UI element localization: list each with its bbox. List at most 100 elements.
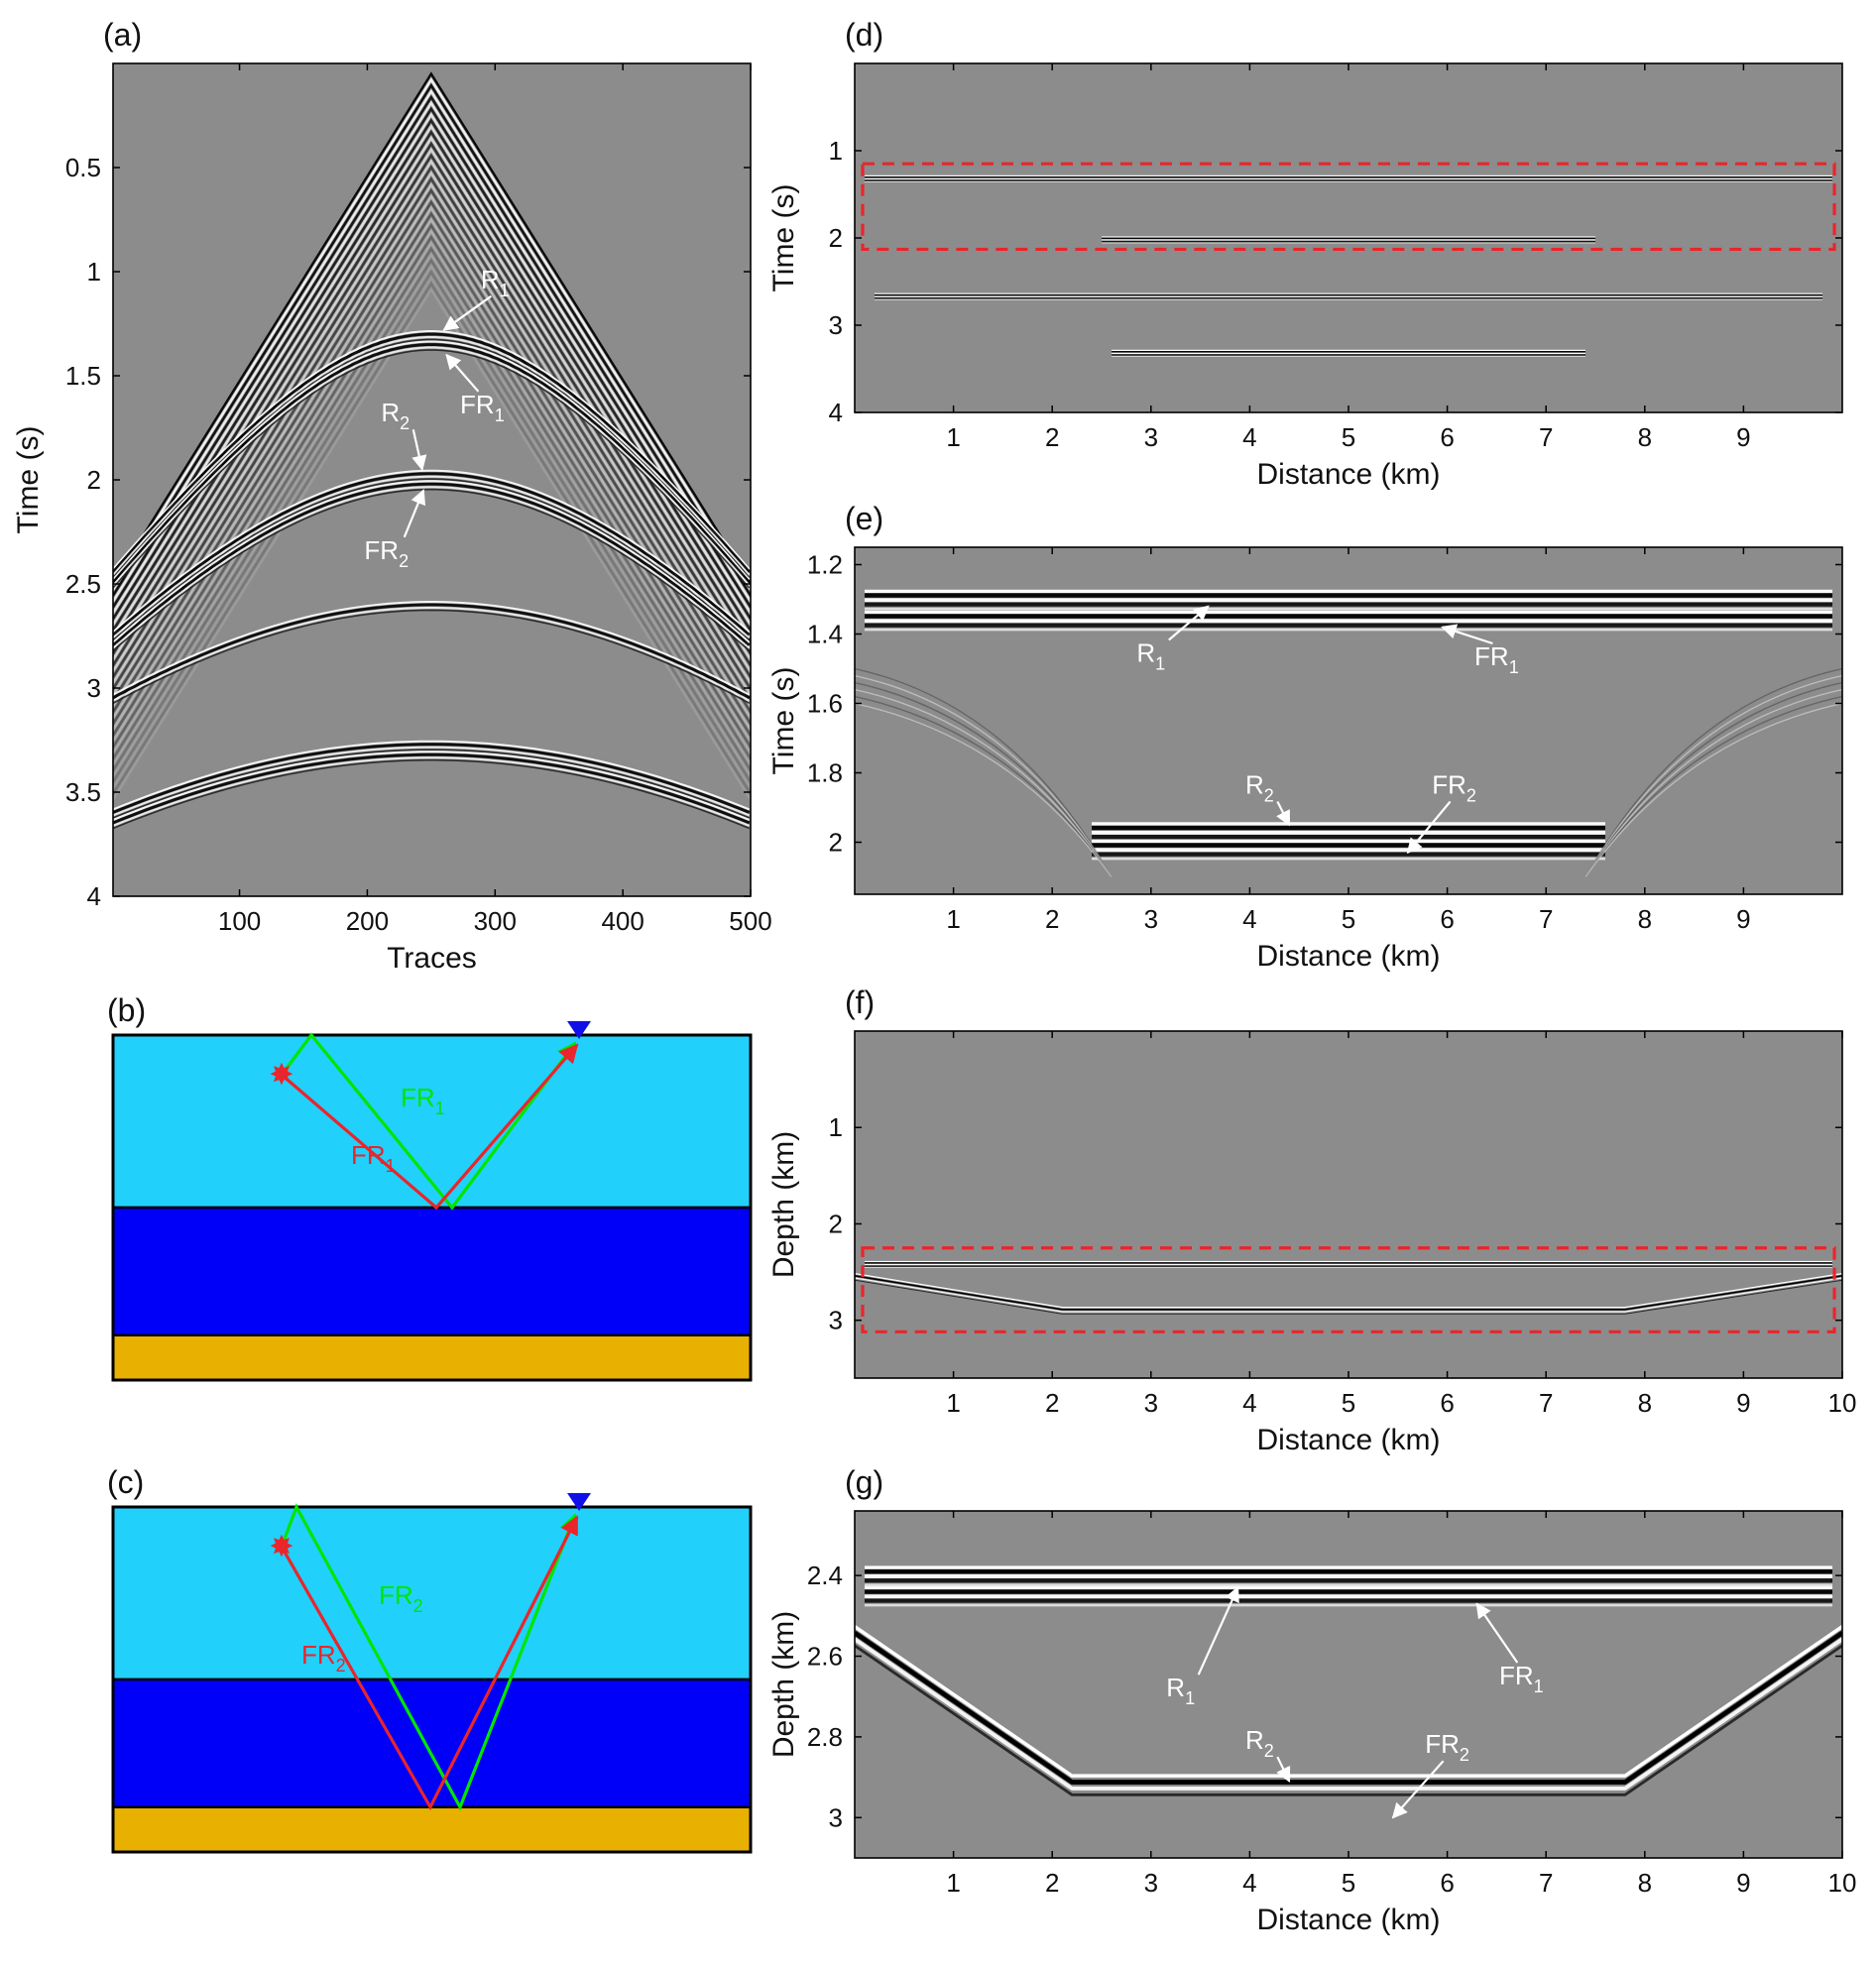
dashed-zoom-box: [861, 1246, 1836, 1333]
panel-plot: [855, 589, 1842, 877]
y-tick-label: 1.5: [65, 361, 101, 391]
annotation-sub: 1: [1155, 654, 1165, 674]
event-deep-1: [113, 607, 751, 702]
reflector-curved: [855, 1279, 1842, 1315]
reflector-curved: [855, 1273, 1842, 1309]
x-tick-label: 2: [1045, 904, 1059, 934]
direct-wave-stripe: [113, 171, 751, 684]
direct-wave-stripe: [113, 106, 751, 620]
annotation-sub: 2: [400, 413, 410, 433]
event-FR1: [113, 346, 751, 587]
annotation-label: FR2: [1425, 1729, 1469, 1765]
raypath-label-base: FR: [401, 1083, 435, 1112]
direct-wave-stripe: [113, 187, 751, 702]
annotation-arrow: [1276, 801, 1291, 827]
reflector-curved: [855, 1277, 1842, 1313]
event-FR1: [113, 343, 751, 584]
y-tick-label: 1.8: [807, 758, 843, 788]
direct-wave-stripe: [113, 234, 751, 749]
diffraction-right: [1584, 695, 1842, 877]
y-tick-label: 1.6: [807, 689, 843, 719]
raypath-label: FR2: [301, 1640, 346, 1676]
y-tick-label: 4: [829, 398, 843, 427]
y-tick-label: 3: [87, 673, 101, 703]
annotation-arrow: [1168, 605, 1210, 641]
annotation-base: FR: [1474, 641, 1509, 671]
annotation-arrow: [1197, 1585, 1239, 1676]
layer-water: [111, 1033, 753, 1210]
x-tick-label: 9: [1736, 904, 1750, 934]
raypath-label: FR1: [401, 1083, 445, 1118]
panel-label: (d): [845, 17, 883, 53]
direct-wave-stripe: [113, 258, 751, 771]
annotation-base: FR: [364, 535, 399, 565]
direct-wave-stripe: [113, 147, 751, 661]
annotation-arrow: [1406, 800, 1452, 855]
direct-wave-stripe: [113, 287, 751, 801]
annotation-arrow: [442, 294, 492, 331]
direct-wave-stripe: [113, 246, 751, 760]
diffraction-left: [855, 681, 1113, 877]
annotation-sub: 1: [500, 281, 510, 300]
direct-wave-stripe: [113, 252, 751, 765]
panel-label: (c): [107, 1464, 144, 1500]
plot-frame: [854, 1030, 1843, 1379]
event-R1: [113, 336, 751, 576]
annotation-arrow: [1441, 624, 1493, 645]
annotation-label: FR1: [1474, 641, 1519, 677]
direct-wave-stripe: [113, 176, 751, 690]
y-tick-label: 3: [829, 310, 843, 340]
x-tick-label: 3: [1144, 1388, 1158, 1418]
annotation-sub: 2: [1460, 1745, 1469, 1765]
event-R1: [113, 330, 751, 570]
direct-wave-stripe: [113, 71, 751, 585]
raypath-label-sub: 2: [336, 1656, 346, 1676]
x-tick-label: 3: [1144, 422, 1158, 452]
diffraction-left: [855, 667, 1113, 877]
event-R1: [113, 338, 751, 579]
annotation-arrow: [1391, 1760, 1445, 1819]
diffraction-right: [1584, 688, 1842, 877]
reflector-curved: [855, 1275, 1842, 1311]
annotation-sub: 1: [1185, 1688, 1195, 1708]
event-deep-2: [113, 749, 751, 819]
y-tick-label: 1: [87, 257, 101, 287]
annotation-sub: 2: [1264, 1741, 1274, 1761]
panel-a: 100 200 300 400 500 0.5 1 1.5 2 2.5 3 3.5 4 Traces Tim…: [12, 17, 772, 975]
x-tick-label: 3: [1144, 1868, 1158, 1898]
source-star-icon: ✸: [269, 1059, 293, 1092]
reflector-curved: [855, 1644, 1842, 1796]
panel-label: (f): [845, 984, 875, 1020]
raypath-label: FR2: [379, 1580, 423, 1616]
annotation-label: R1: [1136, 638, 1165, 674]
x-tick-label: 1: [946, 422, 960, 452]
diffraction-right: [1584, 667, 1842, 877]
green-raypath: [280, 1503, 578, 1811]
layer-water: [111, 1505, 753, 1681]
panel-label: (a): [103, 17, 142, 53]
panel-plot: [855, 1565, 1842, 1796]
event-R2: [113, 475, 751, 639]
direct-wave-stripe: [113, 82, 751, 597]
x-tick-label: 8: [1638, 1388, 1652, 1418]
reflector-curved: [855, 1637, 1842, 1791]
y-tick-label: 1: [829, 1112, 843, 1142]
annotation-base: R: [1245, 770, 1264, 800]
y-tick-label: 2.6: [807, 1642, 843, 1672]
panel-label: (b): [107, 992, 146, 1028]
x-axis-label: Traces: [387, 942, 477, 975]
event-R1: [113, 332, 751, 573]
plot-frame: [854, 1510, 1843, 1859]
direct-wave-stripe: [113, 159, 751, 672]
event-R2: [113, 472, 751, 636]
event-FR2: [113, 486, 751, 649]
event-FR1: [113, 349, 751, 589]
annotation-base: R: [381, 398, 400, 427]
x-tick-label: 5: [1342, 1868, 1355, 1898]
y-axis-label: Time (s): [767, 184, 800, 292]
y-tick-label: 3.5: [65, 777, 101, 807]
x-axis-label: Distance (km): [1256, 1904, 1440, 1936]
annotation-arrow: [1276, 1756, 1291, 1784]
